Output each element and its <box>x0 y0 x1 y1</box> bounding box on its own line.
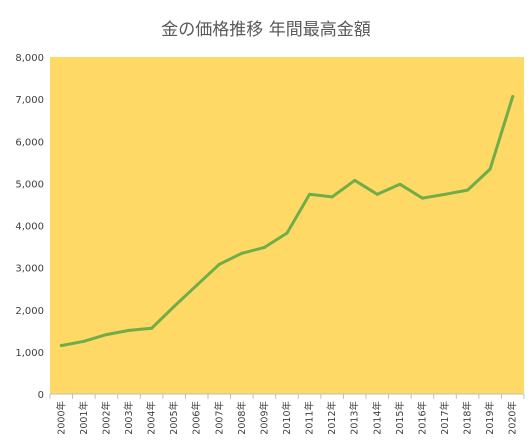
x-tick-label: 2014年 <box>371 401 383 435</box>
data-point <box>240 251 244 255</box>
y-tick-label: 0 <box>38 390 44 401</box>
data-point <box>285 231 289 235</box>
x-tick-label: 2019年 <box>484 401 496 435</box>
data-point <box>127 328 131 332</box>
data-point <box>104 333 108 337</box>
y-tick-label: 5,000 <box>15 179 44 190</box>
y-axis: 0 1,000 2,000 3,000 4,000 5,000 6,000 7,000 8,00… <box>15 53 44 401</box>
data-point <box>195 283 199 287</box>
x-tick-label: 2008年 <box>236 401 248 435</box>
x-tick-label: 2000年 <box>55 401 67 435</box>
x-tick-label: 2001年 <box>78 401 90 435</box>
data-point <box>330 195 334 199</box>
x-tick-label: 2013年 <box>349 401 361 435</box>
x-tick-label: 2012年 <box>326 401 338 435</box>
x-tick-label: 2007年 <box>213 401 225 435</box>
plot-area <box>50 57 524 394</box>
data-point <box>488 167 492 171</box>
data-point <box>262 245 266 249</box>
data-point <box>353 178 357 182</box>
x-tick-label: 2004年 <box>146 401 158 435</box>
x-axis: 2000年 2001年 2002年 2003年 2004年 2005年 2006年 2007年… <box>49 393 525 435</box>
x-tick-label: 2020年 <box>507 401 519 435</box>
y-tick-label: 2,000 <box>15 306 44 317</box>
x-tick-label: 2018年 <box>462 401 474 435</box>
y-tick-label: 3,000 <box>15 264 44 275</box>
x-tick-label: 2003年 <box>123 401 135 435</box>
chart-title: 金の価格推移 年間最高金額 <box>161 20 370 40</box>
x-tick-label: 2016年 <box>416 401 428 435</box>
data-point <box>375 192 379 196</box>
x-tick-label: 2010年 <box>281 401 293 435</box>
y-tick-label: 6,000 <box>15 137 44 148</box>
x-tick-label: 2002年 <box>100 401 112 435</box>
x-tick-label: 2011年 <box>304 401 316 435</box>
data-point <box>511 95 515 99</box>
data-point <box>466 188 470 192</box>
y-tick-label: 4,000 <box>15 222 44 233</box>
y-tick-label: 8,000 <box>15 53 44 64</box>
data-point <box>217 262 221 266</box>
data-point <box>150 326 154 330</box>
data-point <box>398 182 402 186</box>
data-point <box>308 192 312 196</box>
data-point <box>420 196 424 200</box>
x-tick-label: 2015年 <box>394 401 406 435</box>
data-point <box>172 304 176 308</box>
data-point <box>59 344 63 348</box>
y-tick-label: 7,000 <box>15 95 44 106</box>
y-tick-label: 1,000 <box>15 348 44 359</box>
data-point <box>82 339 86 343</box>
x-tick-label: 2009年 <box>258 401 270 435</box>
x-tick-label: 2006年 <box>191 401 203 435</box>
series-layer <box>59 95 515 348</box>
x-tick-label: 2017年 <box>439 401 451 435</box>
x-tick-label: 2005年 <box>168 401 180 435</box>
data-point <box>443 192 447 196</box>
